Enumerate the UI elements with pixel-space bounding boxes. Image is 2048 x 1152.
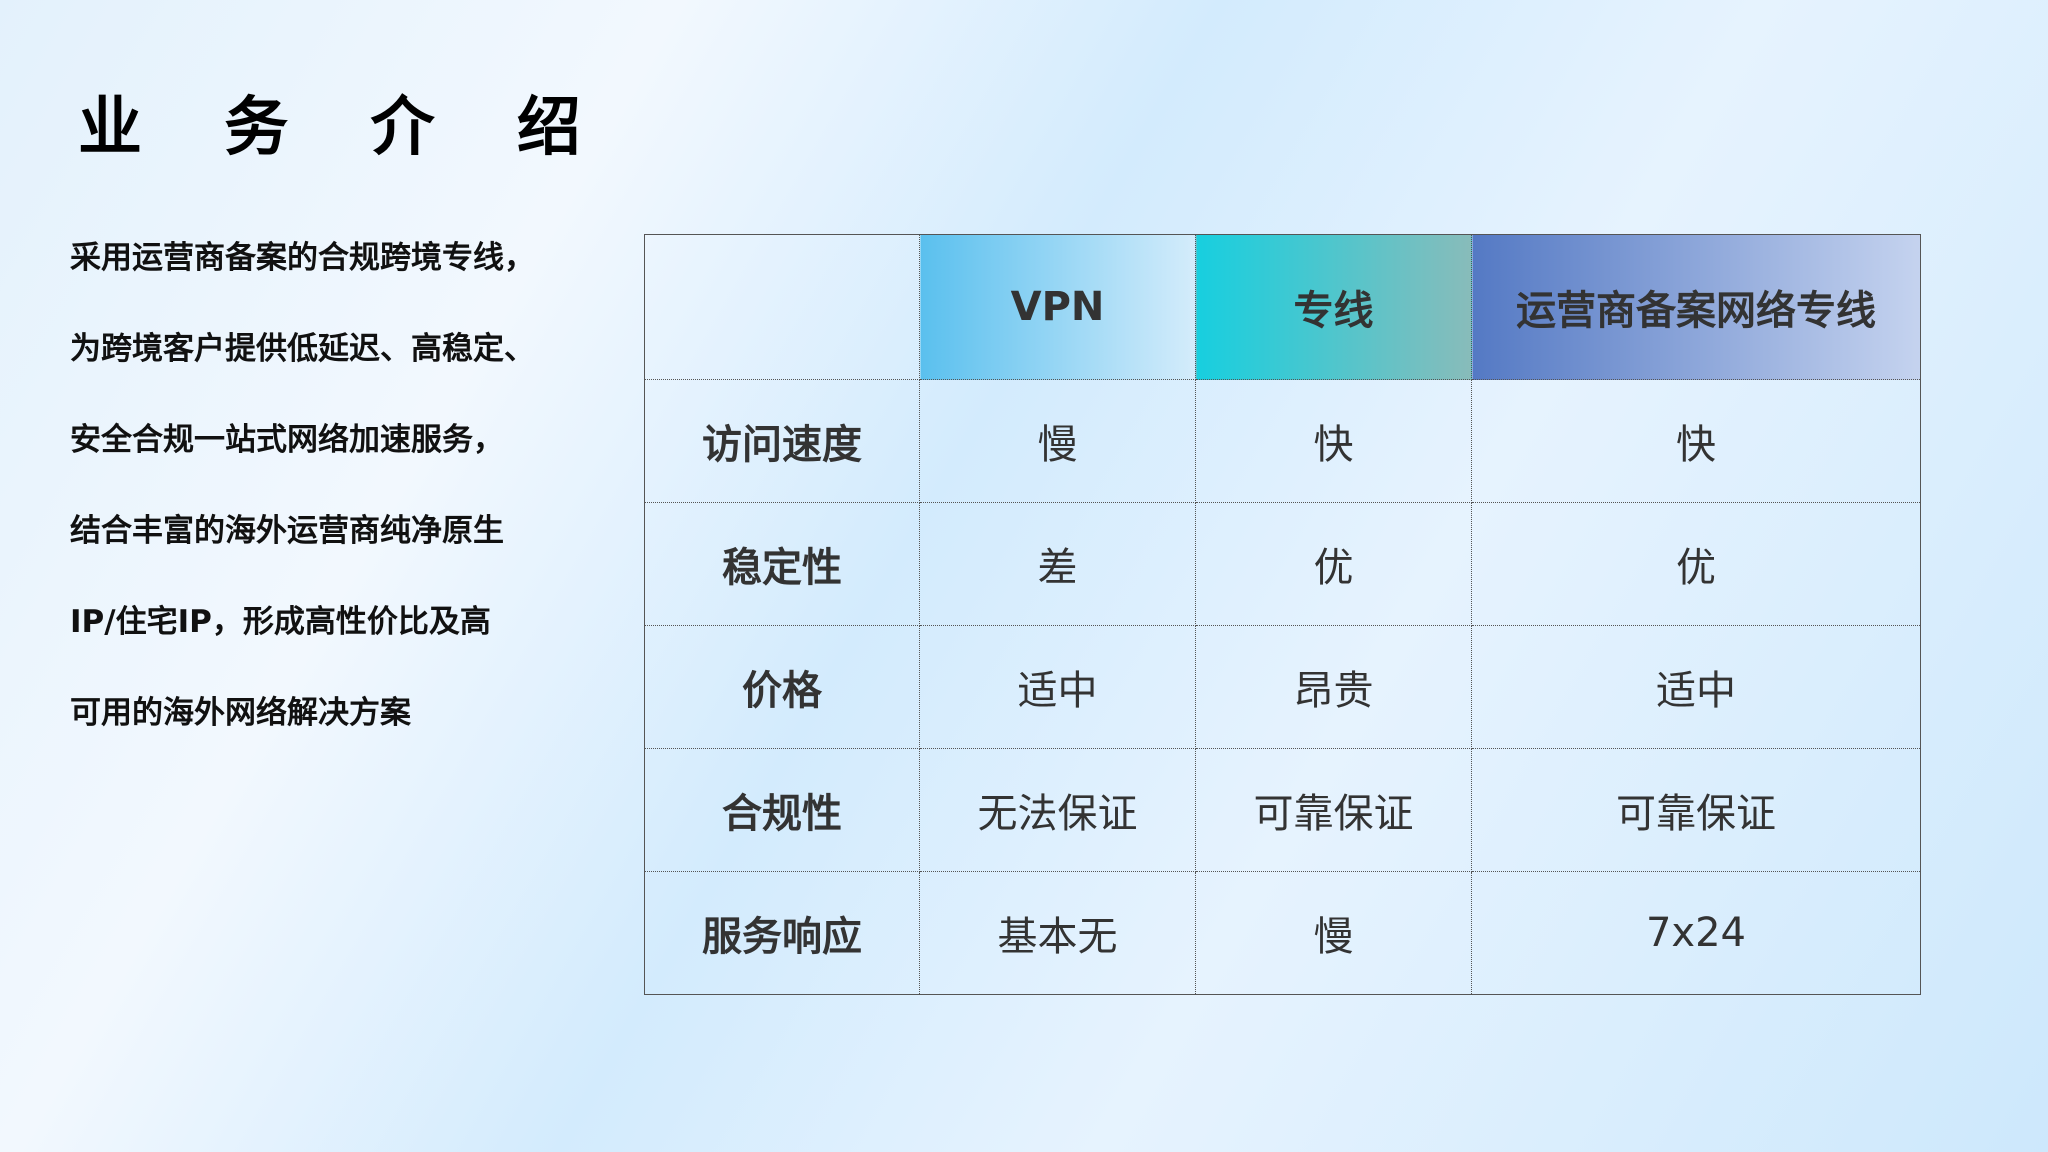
description-line: 可用的海外网络解决方案 [70, 695, 411, 731]
header-operator-line: 运营商备案网络专线 [1471, 234, 1921, 380]
table-cell: 可靠保证 [1471, 748, 1921, 872]
page-title: 业 务 介 绍 [78, 91, 611, 165]
row-label: 合规性 [644, 748, 920, 872]
table-row: 价格 适中 昂贵 适中 [644, 625, 1921, 749]
table-cell: 基本无 [919, 871, 1196, 995]
table-cell: 慢 [919, 379, 1196, 503]
row-label: 稳定性 [644, 502, 920, 626]
header-vpn: VPN [919, 234, 1196, 380]
row-label: 价格 [644, 625, 920, 749]
comparison-table: VPN 专线 运营商备案网络专线 访问速度 慢 快 快 稳定性 差 优 优 价格… [644, 234, 1921, 995]
header-dedicated-line: 专线 [1195, 234, 1472, 380]
table-cell: 适中 [1471, 625, 1921, 749]
description-line: 安全合规一站式网络加速服务， [70, 422, 504, 458]
description-line: 结合丰富的海外运营商纯净原生 [70, 513, 504, 549]
table-cell: 优 [1195, 502, 1472, 626]
table-cell: 可靠保证 [1195, 748, 1472, 872]
table-row: 合规性 无法保证 可靠保证 可靠保证 [644, 748, 1921, 872]
table-row: 访问速度 慢 快 快 [644, 379, 1921, 503]
table-cell: 快 [1195, 379, 1472, 503]
table-cell: 昂贵 [1195, 625, 1472, 749]
table-cell: 无法保证 [919, 748, 1196, 872]
table-cell: 7x24 [1471, 871, 1921, 995]
description-line: IP/住宅IP，形成高性价比及高 [70, 604, 491, 640]
table-cell: 快 [1471, 379, 1921, 503]
row-label: 服务响应 [644, 871, 920, 995]
table-cell: 差 [919, 502, 1196, 626]
row-label: 访问速度 [644, 379, 920, 503]
table-cell: 慢 [1195, 871, 1472, 995]
description-line: 为跨境客户提供低延迟、高稳定、 [70, 331, 535, 367]
table-cell: 适中 [919, 625, 1196, 749]
description: 采用运营商备案的合规跨境专线， 为跨境客户提供低延迟、高稳定、 安全合规一站式网… [70, 232, 610, 778]
table-row: 服务响应 基本无 慢 7x24 [644, 871, 1921, 995]
header-empty [644, 234, 920, 380]
table-header-row: VPN 专线 运营商备案网络专线 [644, 234, 1921, 380]
description-line: 采用运营商备案的合规跨境专线， [70, 240, 535, 276]
table-row: 稳定性 差 优 优 [644, 502, 1921, 626]
table-cell: 优 [1471, 502, 1921, 626]
